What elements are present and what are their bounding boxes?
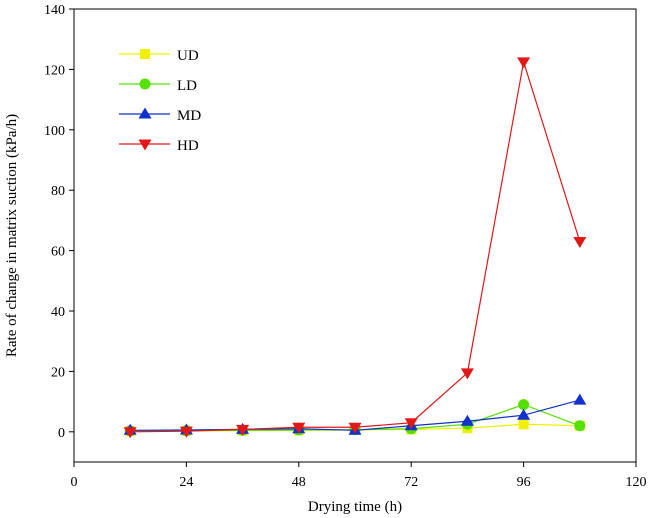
data-point bbox=[348, 422, 362, 434]
legend-item-md: MD bbox=[119, 107, 201, 124]
plot-frame bbox=[73, 8, 637, 463]
x-ticks: 0 24 48 72 96 120 bbox=[71, 462, 647, 490]
x-tick-label: 24 bbox=[179, 475, 193, 490]
x-tick-label: 120 bbox=[626, 475, 647, 490]
data-point bbox=[460, 368, 474, 380]
x-tick-label: 96 bbox=[517, 475, 531, 490]
legend-item-ld: LD bbox=[119, 78, 197, 94]
data-point bbox=[573, 393, 587, 405]
legend-marker bbox=[138, 139, 152, 151]
data-point bbox=[460, 414, 474, 426]
data-point bbox=[404, 418, 418, 430]
legend-marker bbox=[139, 78, 151, 90]
y-tick-label: 60 bbox=[51, 245, 65, 260]
data-point bbox=[517, 408, 531, 420]
data-point bbox=[573, 237, 587, 249]
y-axis-label: Rate of change in matrix suction (kPa/h) bbox=[4, 114, 20, 357]
plot-area bbox=[123, 57, 587, 439]
data-point bbox=[517, 57, 531, 69]
x-tick-label: 48 bbox=[292, 475, 306, 490]
y-tick-label: 140 bbox=[44, 3, 65, 18]
y-tick-label: 20 bbox=[51, 365, 65, 380]
legend-marker bbox=[138, 107, 152, 119]
data-point bbox=[292, 422, 306, 434]
legend-label: HD bbox=[177, 138, 199, 154]
y-tick-label: 0 bbox=[58, 426, 65, 441]
series-hd bbox=[123, 57, 587, 439]
legend: UD LD MD HD bbox=[119, 48, 201, 154]
axes bbox=[73, 8, 637, 463]
legend-marker bbox=[140, 49, 150, 59]
data-point bbox=[574, 420, 586, 432]
x-tick-label: 72 bbox=[404, 475, 418, 490]
data-point bbox=[518, 419, 529, 430]
data-point bbox=[518, 399, 530, 411]
legend-label: UD bbox=[177, 48, 199, 64]
data-point bbox=[179, 426, 193, 438]
legend-label: LD bbox=[177, 78, 197, 94]
y-tick-label: 120 bbox=[44, 63, 65, 78]
y-tick-label: 80 bbox=[51, 184, 65, 199]
y-tick-label: 40 bbox=[51, 305, 65, 320]
x-tick-label: 0 bbox=[71, 475, 78, 490]
data-point bbox=[236, 424, 250, 436]
y-tick-label: 100 bbox=[44, 124, 65, 139]
legend-label: MD bbox=[177, 108, 201, 124]
legend-item-ud: UD bbox=[119, 48, 199, 64]
y-ticks: 0 20 40 60 80 100 120 140 bbox=[44, 3, 74, 441]
x-axis-label: Drying time (h) bbox=[308, 499, 402, 515]
legend-item-hd: HD bbox=[119, 138, 199, 154]
data-point bbox=[123, 427, 137, 439]
